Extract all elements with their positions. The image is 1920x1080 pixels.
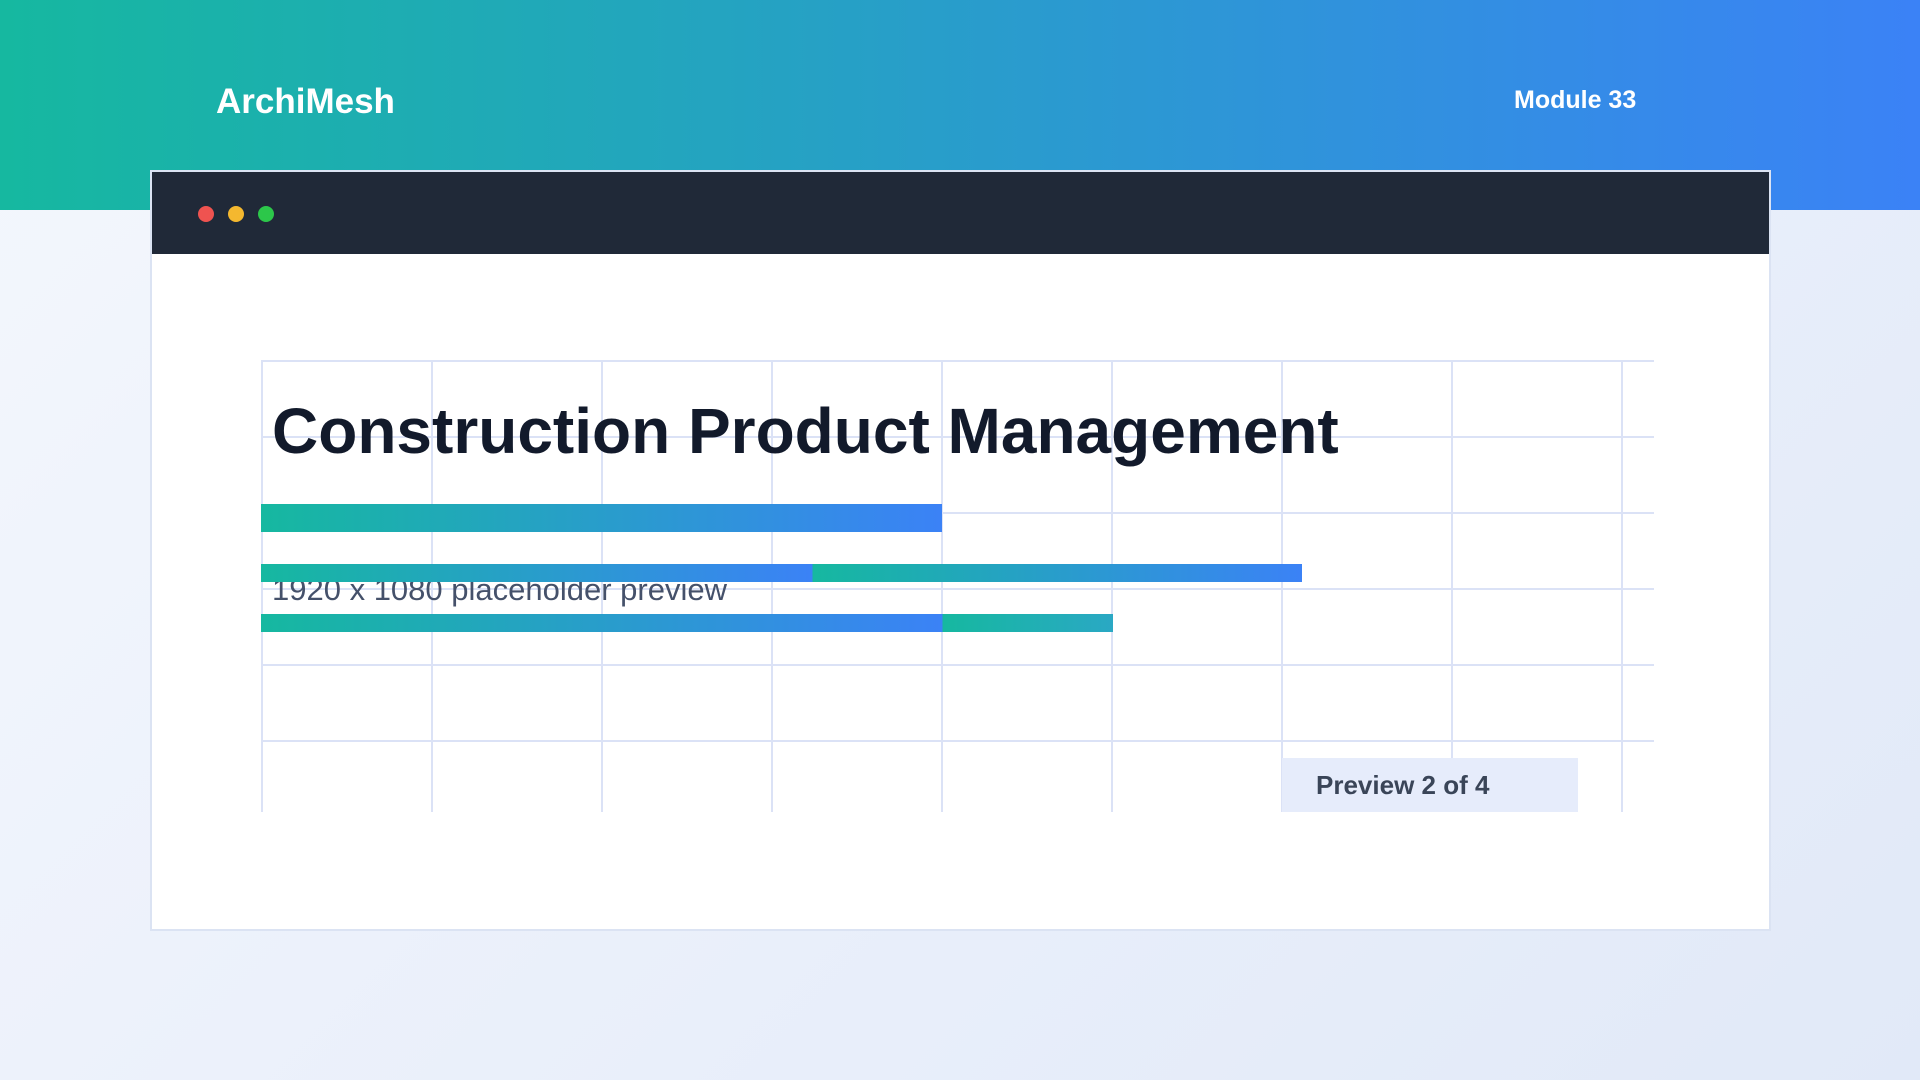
progress-bar-3 (261, 614, 1113, 632)
preview-counter-badge: Preview 2 of 4 (1282, 758, 1578, 812)
maximize-dot-icon[interactable] (258, 206, 274, 222)
window-titlebar (152, 172, 1769, 254)
progress-bar-2 (261, 564, 1302, 582)
page-title: Construction Product Management (272, 395, 1339, 467)
module-label: Module 33 (1514, 86, 1637, 114)
progress-bar-1 (261, 504, 942, 532)
preview-window: Construction Product Management 1920 x 1… (150, 170, 1771, 931)
close-dot-icon[interactable] (198, 206, 214, 222)
brand-logo: ArchiMesh (216, 82, 395, 121)
minimize-dot-icon[interactable] (228, 206, 244, 222)
